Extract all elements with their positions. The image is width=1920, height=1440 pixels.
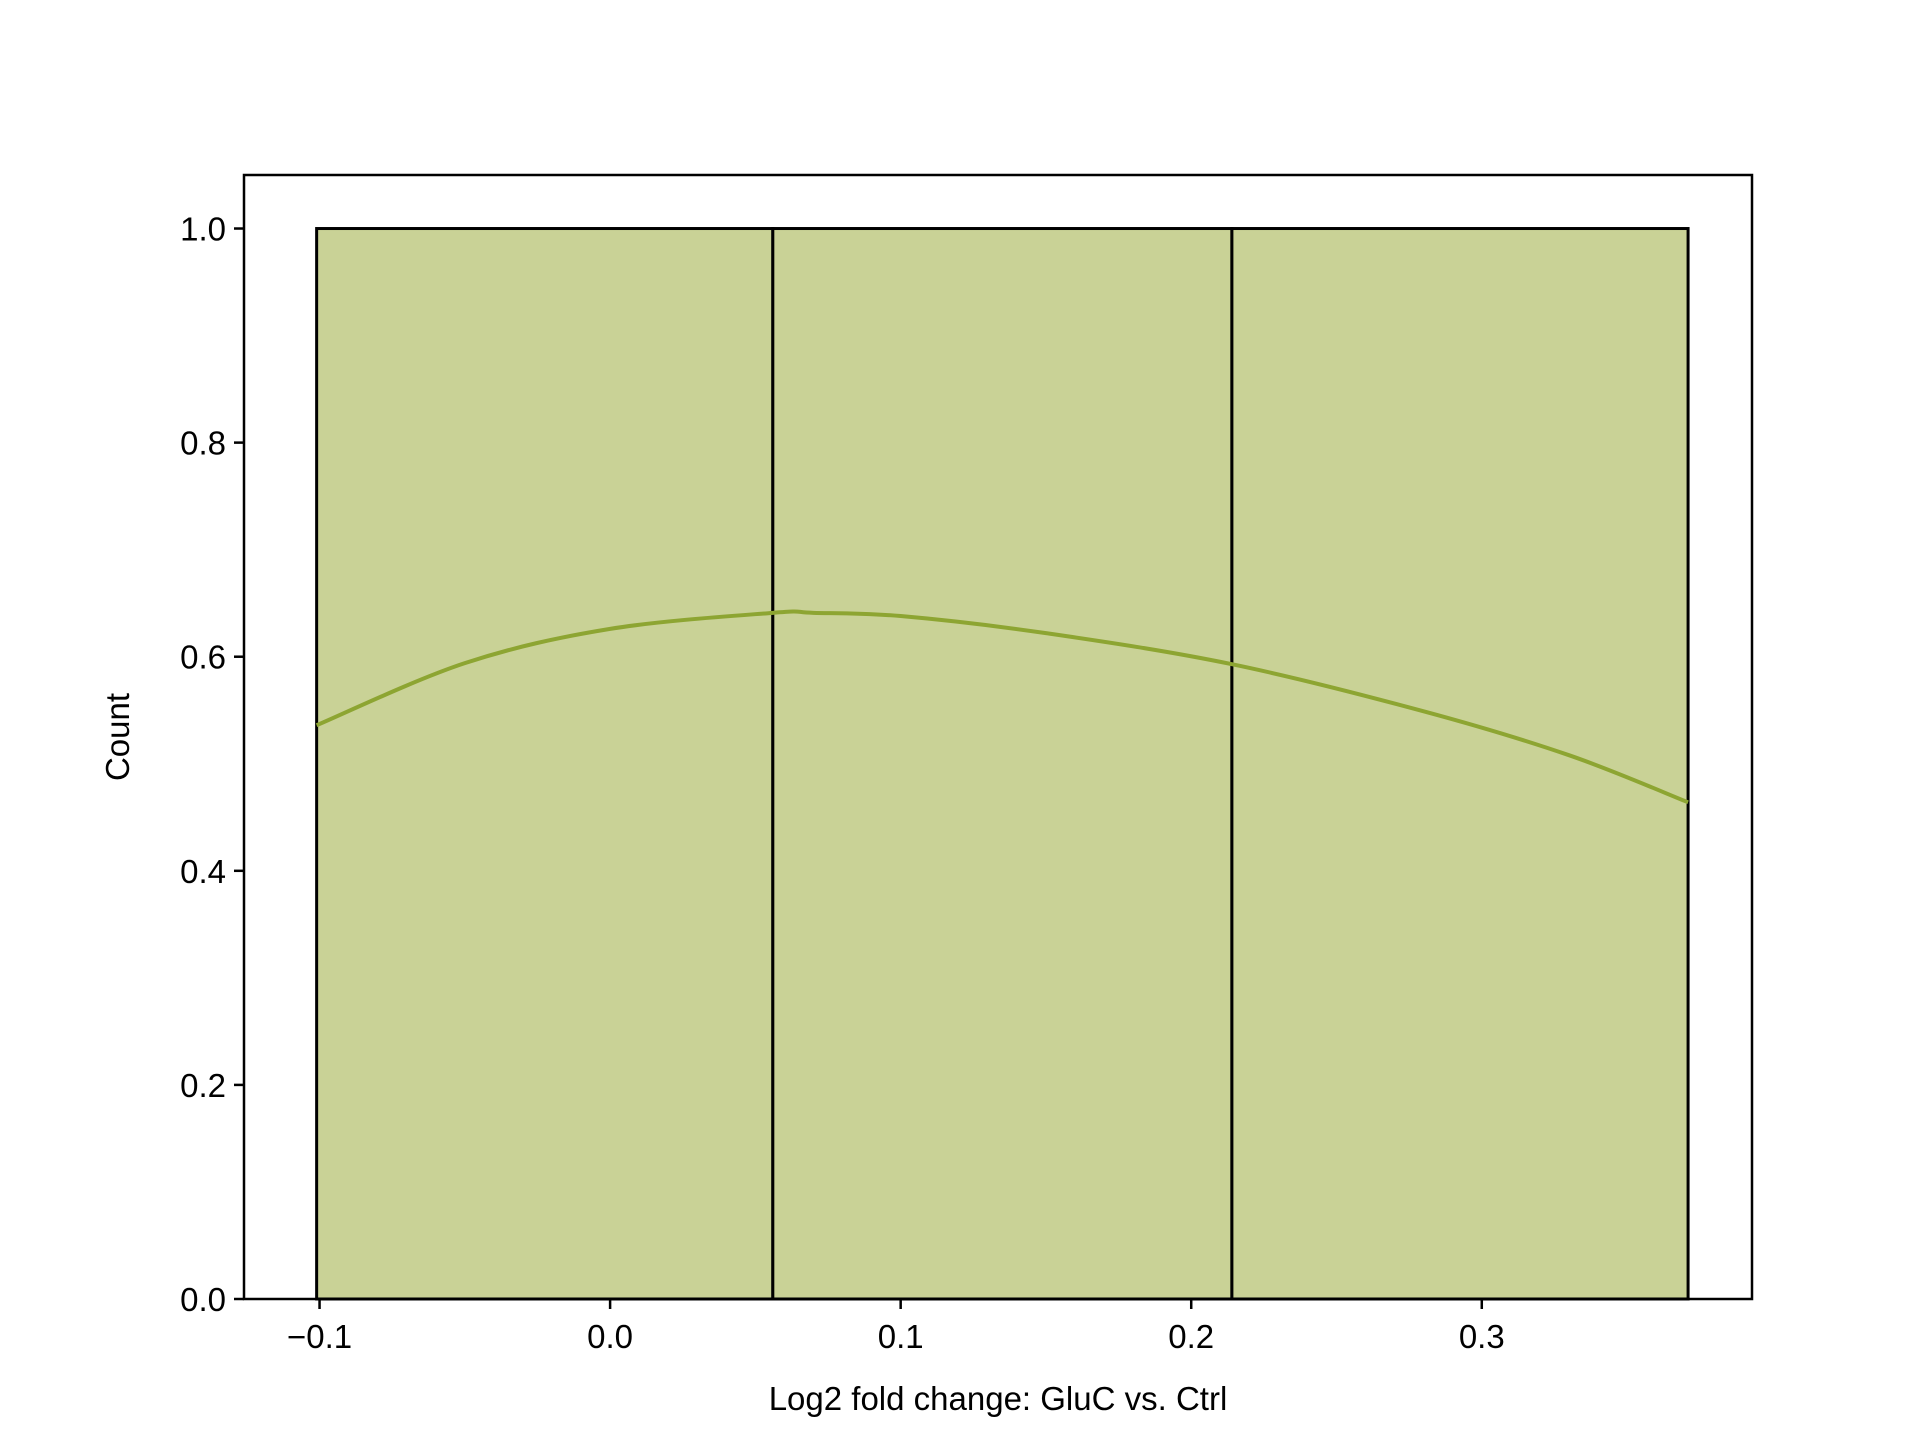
histogram-bar-2 — [771, 227, 1234, 1301]
kde-curve — [315, 609, 1689, 805]
x-axis-ticks: −0.1 0.0 0.1 0.2 0.3 — [287, 1299, 1505, 1355]
y-tick-label: 0.0 — [180, 1281, 226, 1318]
y-axis-label: Count — [99, 693, 136, 781]
x-tick-label: −0.1 — [287, 1318, 352, 1355]
y-tick-label: 0.2 — [180, 1067, 226, 1104]
y-tick-label: 0.6 — [180, 639, 226, 676]
histogram-bars — [315, 227, 1690, 1301]
y-axis-ticks: 0.0 0.2 0.4 0.6 0.8 1.0 — [180, 211, 244, 1318]
x-tick-label: 0.2 — [1168, 1318, 1214, 1355]
histogram-bar-1 — [315, 227, 775, 1301]
y-tick-label: 0.8 — [180, 425, 226, 462]
y-tick-label: 0.4 — [180, 853, 226, 890]
y-tick-label: 1.0 — [180, 211, 226, 248]
plot-frame — [242, 173, 1754, 1301]
x-axis-label: Log2 fold change: GluC vs. Ctrl — [769, 1380, 1228, 1417]
x-tick-label: 0.1 — [878, 1318, 924, 1355]
x-tick-label: 0.3 — [1459, 1318, 1505, 1355]
histogram-bar-3 — [1230, 227, 1690, 1301]
x-tick-label: 0.0 — [587, 1318, 633, 1355]
